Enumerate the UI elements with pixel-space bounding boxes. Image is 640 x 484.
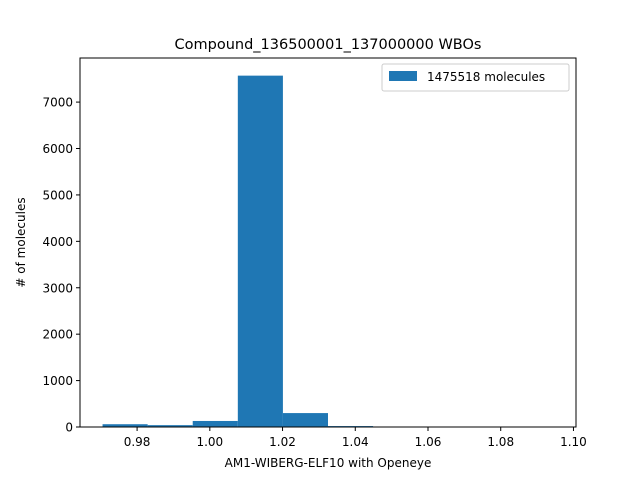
chart-title: Compound_136500001_137000000 WBOs [175,37,482,53]
histogram-bar [193,421,238,427]
y-tick-label: 5000 [42,188,73,202]
y-axis-label: # of molecules [14,197,28,287]
legend-label: 1475518 molecules [427,70,545,84]
y-tick-label: 2000 [42,328,73,342]
y-tick-label: 1000 [42,374,73,388]
histogram-bar [238,76,283,427]
y-tick-label: 6000 [42,142,73,156]
y-tick-label: 7000 [42,96,73,110]
x-tick-label: 1.06 [415,435,442,449]
legend: 1475518 molecules [382,64,569,91]
legend-swatch [389,71,417,81]
histogram-bar [283,413,328,427]
x-tick-label: 1.10 [560,435,587,449]
x-axis-label: AM1-WIBERG-ELF10 with Openeye [225,456,432,470]
x-tick-label: 1.02 [269,435,296,449]
x-tick-label: 1.04 [342,435,369,449]
x-tick-label: 0.98 [124,435,151,449]
x-tick-label: 1.08 [487,435,514,449]
y-tick-label: 0 [65,421,73,435]
y-tick-label: 3000 [42,281,73,295]
x-tick-label: 1.00 [196,435,223,449]
y-tick-label: 4000 [42,235,73,249]
